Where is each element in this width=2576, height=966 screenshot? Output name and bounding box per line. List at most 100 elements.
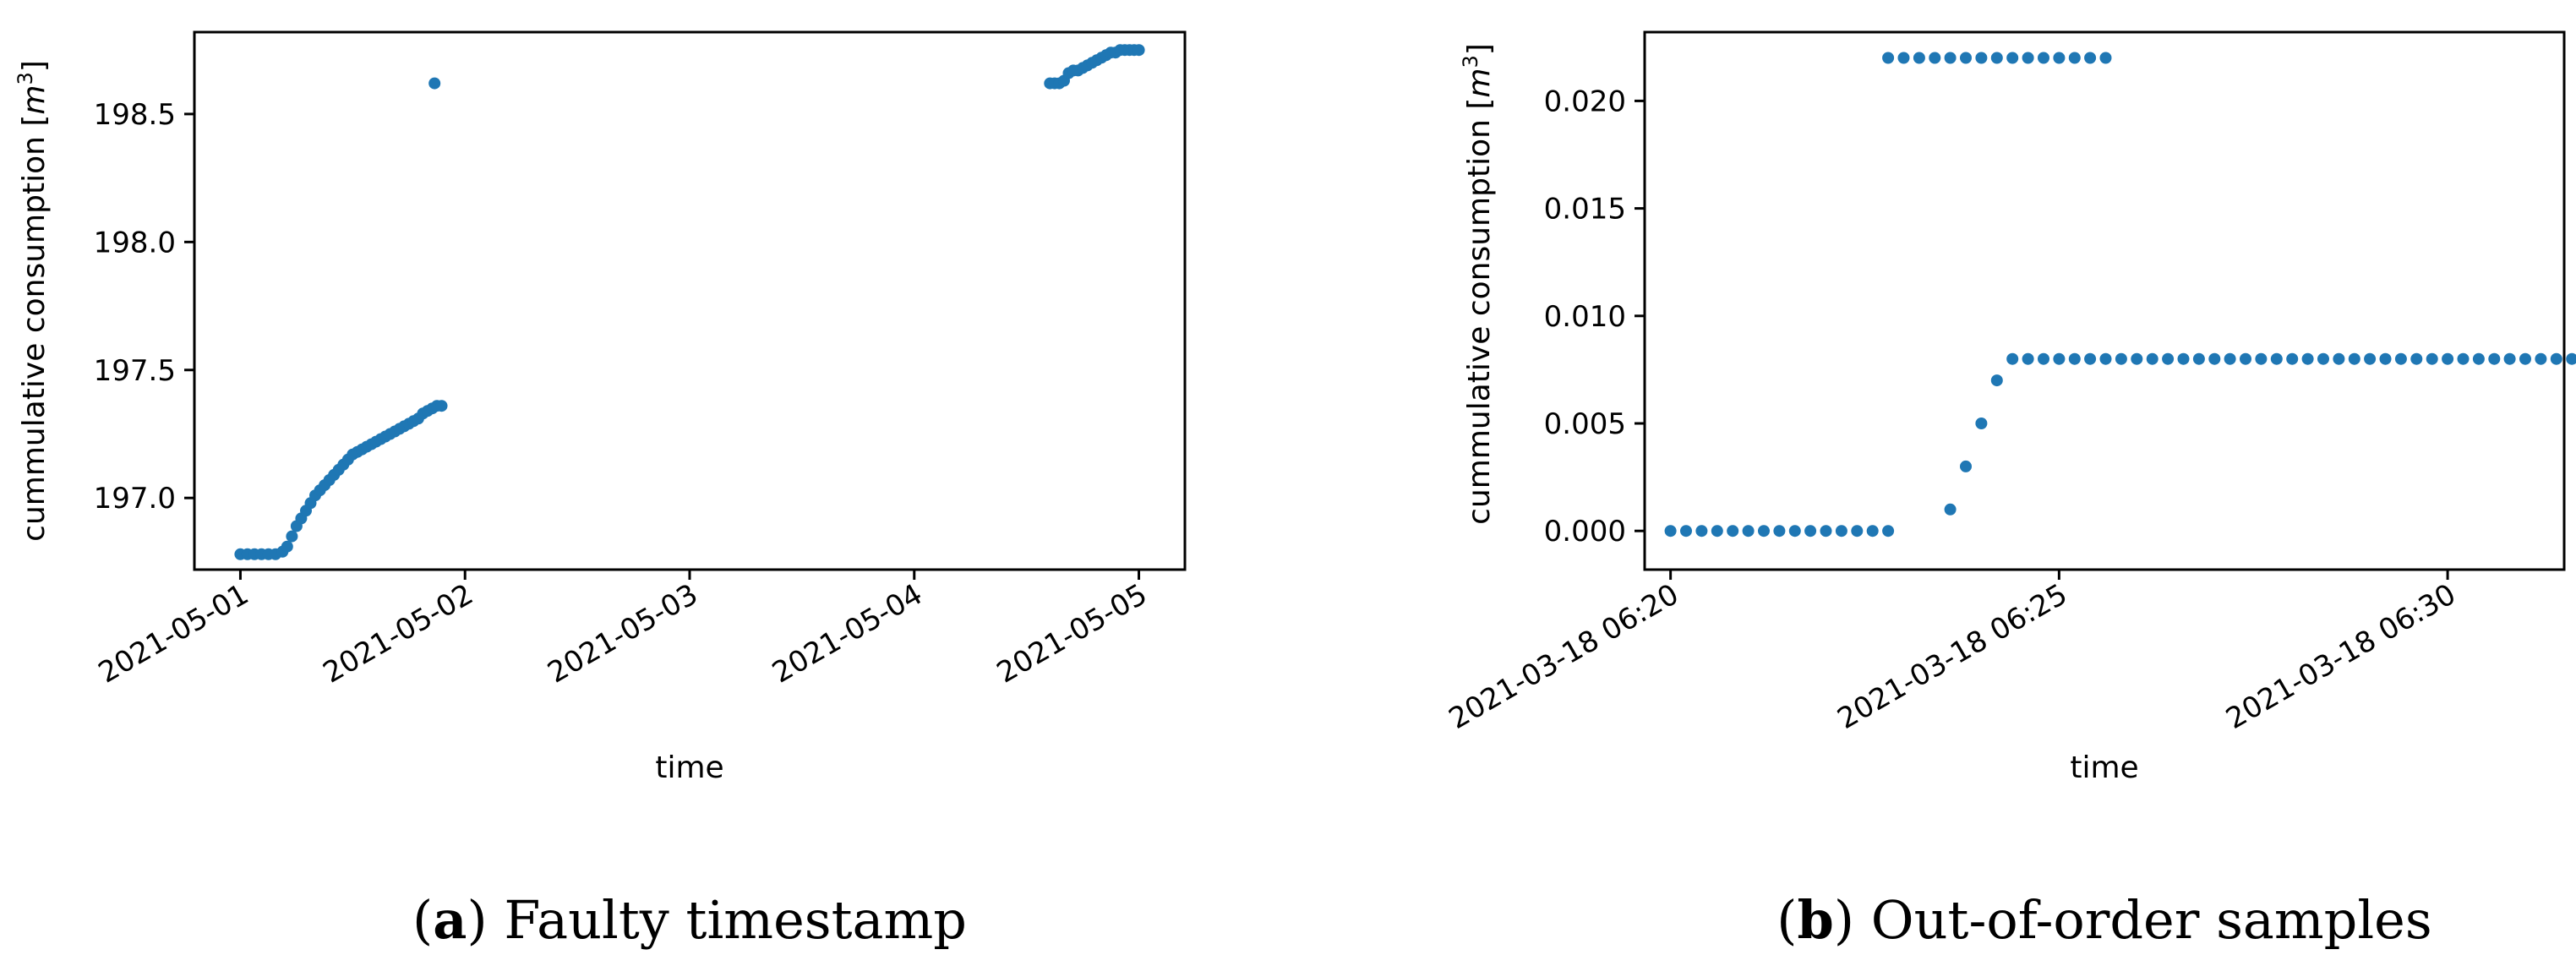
chart-b-point xyxy=(1929,52,1941,64)
chart-b-point xyxy=(2410,352,2423,365)
chart-b-point xyxy=(2038,52,2049,64)
chart-b-point xyxy=(2068,352,2081,365)
chart-b-point xyxy=(1804,525,1817,538)
chart-a-y-ticks: 197.0 197.5 198.0 198.5 xyxy=(94,98,194,516)
chart-b-point xyxy=(1913,52,1925,64)
chart-b-point xyxy=(2457,352,2470,365)
chart-a-point xyxy=(281,540,293,553)
chart-a-y-axis-title-unit: m xyxy=(17,85,52,115)
chart-a-frame xyxy=(193,30,1187,571)
chart-b-point xyxy=(2053,52,2066,64)
chart-b-point xyxy=(1990,374,2003,387)
chart-b-point xyxy=(2379,352,2392,365)
chart-b-point xyxy=(2146,352,2158,365)
chart-b-point xyxy=(1820,525,1832,538)
chart-b-point xyxy=(1773,525,1786,538)
chart-a-caption: (a) Faulty timestamp xyxy=(412,889,967,951)
chart-a-x-tick-label: 2021-05-05 xyxy=(991,577,1153,690)
chart-b-y-tick-label: 0.015 xyxy=(1544,193,1626,226)
chart-b-point xyxy=(2550,352,2562,365)
chart-b-point xyxy=(2131,352,2143,365)
chart-b-point xyxy=(1727,525,1739,538)
chart-b-point xyxy=(2006,52,2019,64)
chart-b-frame xyxy=(1643,30,2566,571)
chart-b-y-axis-title-close: ] xyxy=(1462,43,1497,55)
chart-b-x-tick-label: 2021-03-18 06:20 xyxy=(1444,577,1684,736)
chart-b-y-axis-title-unit: m xyxy=(1462,68,1497,98)
chart-a: 2021-05-01 2021-05-02 2021-05-03 2021-05-04… xyxy=(14,30,1187,951)
chart-a-caption-text: Faulty timestamp xyxy=(504,889,967,951)
chart-b-x-tick-label: 2021-03-18 06:25 xyxy=(1832,577,2073,736)
chart-b-point xyxy=(1882,52,1895,64)
chart-b-point xyxy=(2068,52,2081,64)
chart-b-point xyxy=(1944,52,1957,64)
chart-b-point xyxy=(2442,352,2454,365)
chart-a-x-tick-label: 2021-05-01 xyxy=(93,577,254,690)
chart-b-point xyxy=(1680,525,1692,538)
chart-b-point xyxy=(1944,503,1957,516)
chart-b-y-axis-title: cummulative consumption [m3] xyxy=(1459,43,1497,525)
chart-b-point xyxy=(1835,525,1847,538)
chart-b-point xyxy=(2426,352,2438,365)
chart-b-point xyxy=(1960,52,1972,64)
chart-a-caption-letter: a xyxy=(433,889,467,951)
chart-b-y-axis-title-exponent: 3 xyxy=(1459,55,1482,68)
chart-b-point xyxy=(1758,525,1770,538)
chart-a-y-tick-label: 198.5 xyxy=(94,98,176,132)
chart-b-caption-text: Out-of-order samples xyxy=(1871,889,2432,951)
chart-b-point xyxy=(1851,525,1864,538)
chart-b-point xyxy=(2535,352,2547,365)
chart-b-y-axis-title-base: cummulative consumption [ xyxy=(1462,98,1497,525)
chart-a-y-tick-label: 198.0 xyxy=(94,226,176,259)
chart-b-point xyxy=(1742,525,1755,538)
chart-b-point xyxy=(2394,352,2407,365)
chart-b-point xyxy=(2038,352,2049,365)
chart-b-point xyxy=(2488,352,2501,365)
chart-b-x-axis-title: time xyxy=(2070,750,2138,785)
chart-a-point xyxy=(428,77,441,90)
chart-b-point xyxy=(2099,52,2112,64)
chart-b-points xyxy=(1664,52,2576,538)
chart-a-point xyxy=(1132,44,1145,57)
chart-a-y-axis-title: cummulative consumption [m3] xyxy=(14,60,52,542)
chart-b-point xyxy=(2270,352,2283,365)
chart-a-x-axis-title: time xyxy=(655,750,723,785)
chart-b: 2021-03-18 06:20 2021-03-18 06:25 2021-03-… xyxy=(1444,30,2576,951)
chart-b-point xyxy=(1975,418,1988,429)
chart-a-x-tick-label: 2021-05-02 xyxy=(318,577,479,690)
chart-b-y-tick-label: 0.020 xyxy=(1544,85,1626,118)
chart-a-x-tick-label: 2021-05-04 xyxy=(767,577,928,690)
chart-b-point xyxy=(2084,52,2097,64)
chart-a-x-ticks: 2021-05-01 2021-05-02 2021-05-03 2021-05-04… xyxy=(93,570,1153,690)
chart-b-point xyxy=(2566,352,2576,365)
chart-b-point xyxy=(2022,352,2034,365)
chart-b-point xyxy=(2084,352,2097,365)
chart-b-point xyxy=(2115,352,2127,365)
chart-b-point xyxy=(2208,352,2221,365)
chart-b-point xyxy=(1897,52,1910,64)
chart-b-x-ticks: 2021-03-18 06:20 2021-03-18 06:25 2021-03-… xyxy=(1444,570,2462,736)
chart-b-point xyxy=(1975,52,1988,64)
chart-b-point xyxy=(2099,352,2112,365)
chart-b-point xyxy=(2301,352,2314,365)
chart-b-point xyxy=(2472,352,2485,365)
chart-b-point xyxy=(2503,352,2516,365)
chart-a-y-axis-title-exponent: 3 xyxy=(14,72,37,85)
chart-a-point xyxy=(286,530,298,543)
chart-b-point xyxy=(2006,352,2019,365)
chart-b-y-tick-label: 0.000 xyxy=(1544,515,1626,548)
chart-b-point xyxy=(1866,525,1879,538)
chart-b-point xyxy=(2224,352,2236,365)
chart-b-caption: (b) Out-of-order samples xyxy=(1776,889,2431,951)
chart-b-point xyxy=(2286,352,2299,365)
chart-b-point xyxy=(2240,352,2251,365)
chart-b-point xyxy=(1664,525,1677,538)
chart-b-caption-letter: b xyxy=(1798,889,1834,951)
chart-b-point xyxy=(2317,352,2329,365)
chart-a-y-tick-label: 197.5 xyxy=(94,354,176,388)
chart-a-x-tick-label: 2021-05-03 xyxy=(542,577,703,690)
chart-b-point xyxy=(1788,525,1801,538)
chart-b-point xyxy=(2364,352,2377,365)
chart-b-point xyxy=(1990,52,2003,64)
